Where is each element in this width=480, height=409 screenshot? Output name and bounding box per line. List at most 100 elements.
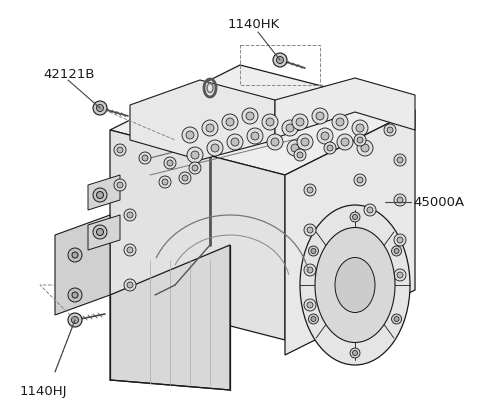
Circle shape — [307, 187, 313, 193]
Circle shape — [350, 212, 360, 222]
Circle shape — [207, 140, 223, 156]
Polygon shape — [110, 65, 415, 175]
Circle shape — [304, 299, 316, 311]
Circle shape — [387, 127, 393, 133]
Circle shape — [127, 212, 133, 218]
Circle shape — [394, 234, 406, 246]
Circle shape — [357, 177, 363, 183]
Circle shape — [367, 207, 373, 213]
Circle shape — [231, 138, 239, 146]
Circle shape — [139, 152, 151, 164]
Circle shape — [307, 302, 313, 308]
Circle shape — [364, 204, 376, 216]
Circle shape — [287, 140, 303, 156]
Circle shape — [262, 114, 278, 130]
Circle shape — [271, 138, 279, 146]
Circle shape — [304, 184, 316, 196]
Circle shape — [286, 124, 294, 132]
Circle shape — [327, 145, 333, 151]
Circle shape — [164, 157, 176, 169]
Ellipse shape — [315, 227, 395, 342]
Circle shape — [117, 182, 123, 188]
Circle shape — [117, 147, 123, 153]
Polygon shape — [285, 110, 415, 355]
Circle shape — [159, 176, 171, 188]
Circle shape — [317, 128, 333, 144]
Circle shape — [356, 124, 364, 132]
Ellipse shape — [300, 205, 410, 365]
Circle shape — [394, 317, 399, 321]
Polygon shape — [88, 215, 120, 250]
Circle shape — [291, 144, 299, 152]
Circle shape — [242, 108, 258, 124]
Ellipse shape — [335, 258, 375, 312]
Circle shape — [301, 138, 309, 146]
Circle shape — [96, 105, 104, 112]
Circle shape — [114, 179, 126, 191]
Circle shape — [96, 191, 104, 198]
Circle shape — [352, 120, 368, 136]
Circle shape — [246, 112, 254, 120]
Circle shape — [397, 237, 403, 243]
Text: 42121B: 42121B — [43, 68, 95, 81]
Circle shape — [68, 288, 82, 302]
Circle shape — [124, 244, 136, 256]
Circle shape — [361, 144, 369, 152]
Circle shape — [316, 112, 324, 120]
Circle shape — [179, 172, 191, 184]
Text: 45000A: 45000A — [413, 196, 464, 209]
Circle shape — [226, 118, 234, 126]
Circle shape — [350, 348, 360, 358]
Circle shape — [341, 138, 349, 146]
Circle shape — [357, 140, 373, 156]
Circle shape — [364, 239, 376, 251]
Circle shape — [394, 194, 406, 206]
Polygon shape — [55, 215, 110, 315]
Circle shape — [307, 227, 313, 233]
Circle shape — [397, 272, 403, 278]
Circle shape — [202, 120, 218, 136]
Circle shape — [167, 160, 173, 166]
Circle shape — [392, 314, 402, 324]
Circle shape — [189, 162, 201, 174]
Circle shape — [247, 128, 263, 144]
Circle shape — [354, 174, 366, 186]
Circle shape — [297, 152, 303, 158]
Circle shape — [309, 314, 318, 324]
Circle shape — [191, 151, 199, 159]
Circle shape — [124, 209, 136, 221]
Circle shape — [124, 279, 136, 291]
Circle shape — [367, 242, 373, 248]
Circle shape — [114, 144, 126, 156]
Circle shape — [251, 132, 259, 140]
Circle shape — [297, 134, 313, 150]
Circle shape — [192, 165, 198, 171]
Circle shape — [187, 147, 203, 163]
Circle shape — [352, 351, 358, 355]
Circle shape — [227, 134, 243, 150]
Circle shape — [282, 120, 298, 136]
Circle shape — [307, 267, 313, 273]
Circle shape — [384, 124, 396, 136]
Circle shape — [162, 179, 168, 185]
Circle shape — [93, 188, 107, 202]
Circle shape — [273, 53, 287, 67]
Circle shape — [394, 154, 406, 166]
Circle shape — [68, 313, 82, 327]
Circle shape — [127, 247, 133, 253]
Circle shape — [336, 118, 344, 126]
Circle shape — [222, 114, 238, 130]
Circle shape — [357, 137, 363, 143]
Circle shape — [397, 197, 403, 203]
Circle shape — [72, 292, 78, 298]
Circle shape — [186, 131, 194, 139]
Circle shape — [182, 127, 198, 143]
Circle shape — [142, 155, 148, 161]
Circle shape — [127, 282, 133, 288]
Circle shape — [324, 142, 336, 154]
Circle shape — [352, 214, 358, 220]
Circle shape — [304, 224, 316, 236]
Polygon shape — [110, 130, 285, 340]
Circle shape — [311, 317, 316, 321]
Circle shape — [211, 144, 219, 152]
